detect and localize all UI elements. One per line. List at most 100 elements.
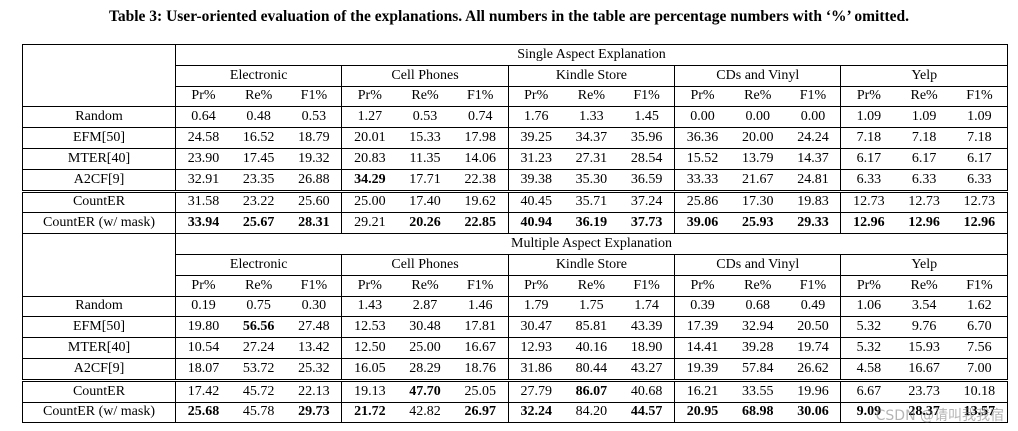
value-cell: 47.70 [397,378,453,403]
value-cell: 0.68 [730,295,786,317]
table-row: EFM[50] 24.58 16.52 18.79 20.01 15.33 17.98 39.… [22,127,1008,149]
value-cell: 12.73 [896,189,952,213]
dataset-header: Kindle Store [508,64,676,87]
row-label: CountER [22,378,176,403]
value-cell: 1.33 [563,106,620,128]
value-cell: 31.23 [508,147,564,170]
value-cell: 42.82 [397,401,453,423]
value-cell: 0.74 [452,106,509,128]
corner-cell [22,43,176,107]
value-cell: 22.38 [452,168,509,192]
value-cell: 34.37 [563,127,620,149]
metric-header: Pr% [674,274,731,297]
value-cell: 6.17 [896,147,952,170]
table-row: Electronic Cell Phones Kindle Store CDs and… [23,253,1008,276]
value-cell: 84.20 [563,401,620,423]
value-cell: 22.13 [286,378,343,403]
value-cell: 12.73 [951,189,1008,213]
value-cell: 1.75 [563,295,620,317]
value-cell: 0.00 [674,106,731,128]
value-cell: 18.07 [175,357,231,381]
value-cell: 6.17 [951,147,1008,170]
row-label: MTER[40] [22,147,176,170]
value-cell: 24.81 [785,168,842,192]
value-cell: 17.42 [175,378,231,403]
value-cell: 18.90 [619,337,676,359]
section-title: Multiple Aspect Explanation [175,233,1008,255]
metric-header: Re% [230,85,287,107]
metric-header: F1% [619,274,676,297]
metric-header: F1% [452,85,509,107]
value-cell: 26.62 [785,357,842,381]
value-cell: 1.74 [619,295,676,317]
metric-header: Re% [730,274,786,297]
value-cell: 40.45 [508,189,564,213]
value-cell: 29.33 [785,212,842,234]
value-cell: 1.46 [452,295,509,317]
value-cell: 34.29 [341,168,398,192]
dataset-header: Yelp [840,253,1008,276]
value-cell: 36.59 [619,168,676,192]
table-row: MTER[40] 10.54 27.24 13.42 12.50 25.00 16.67 12… [22,337,1008,359]
value-cell: 36.19 [563,212,620,234]
dataset-header: Kindle Store [508,253,676,276]
value-cell: 0.00 [730,106,786,128]
value-cell: 6.33 [951,168,1008,192]
value-cell: 24.58 [175,127,231,149]
value-cell: 28.37 [896,401,952,423]
value-cell: 1.09 [951,106,1008,128]
value-cell: 12.53 [341,316,398,338]
value-cell: 53.72 [230,357,287,381]
metric-header: F1% [785,274,842,297]
metric-header: F1% [452,274,509,297]
value-cell: 15.52 [674,147,731,170]
value-cell: 0.64 [175,106,231,128]
value-cell: 28.31 [286,212,343,234]
value-cell: 9.76 [896,316,952,338]
value-cell: 4.58 [840,357,897,381]
value-cell: 17.30 [730,189,786,213]
value-cell: 11.35 [397,147,453,170]
value-cell: 25.86 [674,189,731,213]
value-cell: 20.83 [341,147,398,170]
value-cell: 39.06 [674,212,731,234]
value-cell: 17.39 [674,316,731,338]
value-cell: 9.09 [840,401,897,423]
value-cell: 0.53 [397,106,453,128]
value-cell: 27.48 [286,316,343,338]
value-cell: 18.76 [452,357,509,381]
value-cell: 13.57 [951,401,1008,423]
value-cell: 10.54 [175,337,231,359]
table-row: CountER (w/ mask) 33.94 25.67 28.31 29.21 20.… [22,212,1008,234]
value-cell: 12.93 [508,337,564,359]
value-cell: 17.71 [397,168,453,192]
value-cell: 57.84 [730,357,786,381]
value-cell: 29.21 [341,212,398,234]
value-cell: 32.91 [175,168,231,192]
value-cell: 23.73 [896,378,952,403]
value-cell: 1.79 [508,295,564,317]
value-cell: 35.96 [619,127,676,149]
table-row: Single Aspect Explanation [22,43,1008,107]
value-cell: 80.44 [563,357,620,381]
table-row: Electronic Cell Phones Kindle Store CDs and… [23,64,1008,87]
value-cell: 14.37 [785,147,842,170]
value-cell: 36.36 [674,127,731,149]
value-cell: 7.18 [840,127,897,149]
metric-header: Pr% [674,85,731,107]
value-cell: 20.95 [674,401,731,423]
dataset-header: CDs and Vinyl [674,64,842,87]
value-cell: 32.94 [730,316,786,338]
metric-header: Re% [230,274,287,297]
value-cell: 16.67 [896,357,952,381]
metric-header: Re% [896,85,952,107]
table-row: MTER[40] 23.90 17.45 19.32 20.83 11.35 14.06 31… [22,147,1008,170]
table-row: Multiple Aspect Explanation [22,233,1008,297]
value-cell: 19.39 [674,357,731,381]
value-cell: 13.42 [286,337,343,359]
value-cell: 23.35 [230,168,287,192]
value-cell: 30.47 [508,316,564,338]
metric-header: Pr% [341,274,398,297]
value-cell: 6.70 [951,316,1008,338]
row-label: MTER[40] [22,337,176,359]
